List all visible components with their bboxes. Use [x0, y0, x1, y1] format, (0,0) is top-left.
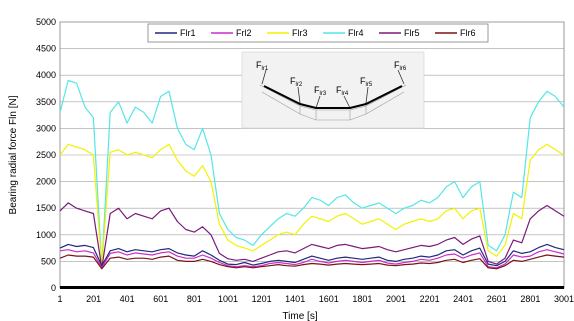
y-tick-label: 0 [51, 283, 56, 293]
x-tick-label: 1601 [319, 294, 339, 304]
legend-label-frl2: Frl2 [236, 28, 252, 38]
series-line-flr3 [59, 143, 565, 268]
inset-structure [259, 84, 407, 121]
inset-conveyor-base [261, 91, 405, 121]
x-tick-labels: 1 201 401 601 801 1001 1201 1401 1601 1801 2001 220… [57, 294, 574, 304]
x-tick-label: 601 [153, 294, 168, 304]
legend-label-flr1: Flr1 [180, 28, 196, 38]
x-tick-label: 2601 [487, 294, 507, 304]
inset-label-flr1: Flr1 [256, 60, 269, 72]
inset-arrow-4 [343, 95, 351, 109]
x-tick-label: 1201 [252, 294, 272, 304]
inset-label-flr4: Flr4 [336, 85, 349, 97]
series-line-flr1 [59, 243, 565, 267]
x-tick-label: 2201 [420, 294, 440, 304]
inset-label-flr6: Flr6 [394, 60, 407, 72]
x-tick-label: 801 [187, 294, 202, 304]
y-tick-label: 2500 [36, 150, 56, 160]
inset-arrows [261, 69, 405, 109]
x-tick-label: 1801 [352, 294, 372, 304]
x-tick-label: 1 [57, 294, 62, 304]
y-tick-label: 4000 [36, 70, 56, 80]
x-tick-label: 1001 [218, 294, 238, 304]
inset-arrow-5 [365, 86, 369, 104]
x-tick-label: 2401 [453, 294, 473, 304]
inset-diagram: Flr1 Flr2 Flr3 Flr4 Flr5 Flr6 [241, 51, 425, 129]
series-lines [59, 79, 565, 270]
inset-label-flr2: Flr2 [290, 76, 303, 88]
y-tick-label: 1500 [36, 203, 56, 213]
inset-belt-line [263, 85, 403, 109]
legend-box [147, 23, 489, 43]
x-tick-label: 2001 [386, 294, 406, 304]
y-tick-label: 4500 [36, 44, 56, 54]
legend-label-flr4: Flr4 [348, 28, 364, 38]
y-tick-label: 500 [41, 256, 56, 266]
inset-conveyor-outline [259, 84, 407, 111]
y-tick-label: 3000 [36, 123, 56, 133]
x-tick-label: 201 [86, 294, 101, 304]
y-tick-labels: 0 500 1000 1500 2000 2500 3000 3500 4000 4500 5000 [36, 17, 56, 293]
legend-label-flr3: Flr3 [292, 28, 308, 38]
x-tick-label: 3001 [554, 294, 574, 304]
inset-label-flr3: Flr3 [314, 85, 327, 97]
series-line-flr4 [59, 79, 565, 268]
inset-arrow-6 [397, 69, 405, 85]
legend-label-flr6: Flr6 [460, 28, 476, 38]
inset-arrow-1 [261, 69, 267, 85]
y-axis-label: Bearing radial force Fln [N] [8, 95, 19, 214]
inset-label-flr5: Flr5 [360, 76, 373, 88]
inset-arrow-3 [315, 95, 321, 109]
legend-items: Flr1 Frl2 Flr3 Flr4 Flr5 Flr6 [155, 28, 476, 38]
y-tick-label: 5000 [36, 17, 56, 27]
x-tick-label: 1401 [285, 294, 305, 304]
y-tick-label: 3500 [36, 97, 56, 107]
x-axis-label: Time [s] [282, 311, 317, 321]
inset-arrow-2 [297, 86, 301, 104]
series-line-flr6 [59, 254, 565, 270]
x-axis-baseline [60, 286, 564, 289]
series-line-flr5 [59, 202, 565, 269]
x-tick-label: 401 [120, 294, 135, 304]
y-tick-label: 1000 [36, 230, 56, 240]
series-line-frl2 [59, 249, 565, 269]
legend: Flr1 Frl2 Flr3 Flr4 Flr5 Flr6 [147, 23, 489, 43]
legend-label-flr5: Flr5 [404, 28, 420, 38]
y-tick-label: 2000 [36, 177, 56, 187]
x-tick-label: 2801 [520, 294, 540, 304]
